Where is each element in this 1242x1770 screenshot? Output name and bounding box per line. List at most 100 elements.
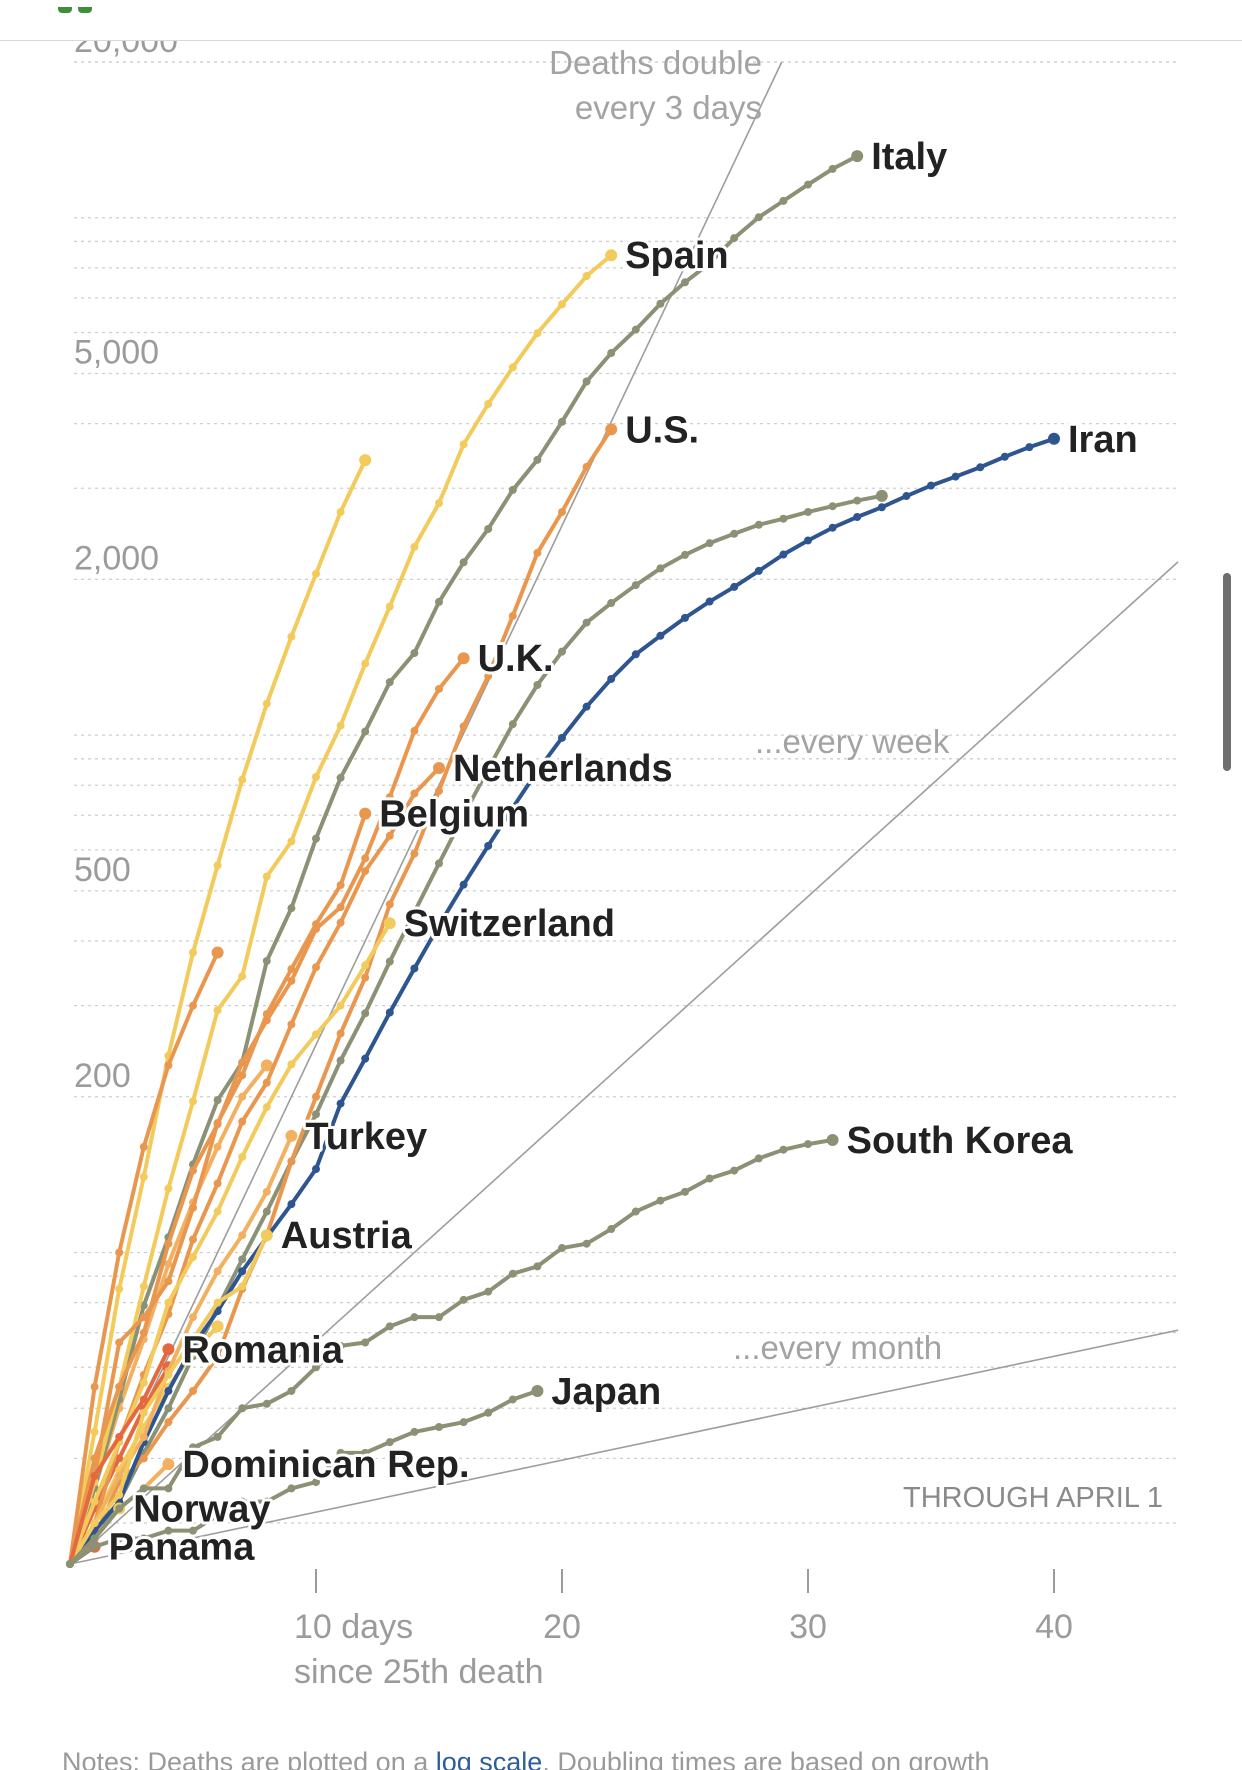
data-point [262, 1010, 271, 1019]
data-point [484, 1408, 493, 1417]
data-point [164, 1386, 173, 1395]
data-point [312, 1363, 320, 1372]
data-point [336, 507, 345, 516]
data-point [189, 1235, 197, 1244]
notes-suffix: . Doubling times are based on growth [542, 1747, 990, 1770]
data-point [508, 803, 517, 812]
data-point [484, 765, 493, 774]
y-tick-label: 5,000 [74, 333, 159, 371]
data-point [164, 1526, 173, 1535]
log-scale-link[interactable]: log scale [435, 1747, 543, 1770]
data-point [336, 881, 345, 890]
data-point [385, 831, 394, 840]
data-point [484, 1287, 493, 1296]
data-point [433, 761, 445, 774]
data-point [607, 1225, 616, 1234]
data-point [851, 150, 864, 163]
data-point [681, 613, 689, 622]
data-point [189, 1335, 197, 1344]
data-point [558, 507, 566, 516]
data-point [90, 1497, 99, 1506]
reference-line [69, 561, 1179, 1565]
data-point [287, 965, 296, 974]
data-point [139, 1142, 148, 1151]
x-axis: 10 days since 25th death 20 30 40 [294, 1569, 1073, 1691]
data-point [656, 564, 665, 573]
data-point [66, 1560, 74, 1568]
data-point [189, 1526, 197, 1535]
data-point [705, 539, 714, 548]
data-point [189, 1203, 197, 1212]
data-point [582, 1239, 591, 1248]
data-point [213, 1006, 222, 1015]
series-line [68, 1137, 835, 1566]
data-point [976, 463, 985, 472]
reference-label: every 3 days [575, 89, 762, 126]
data-point [435, 597, 443, 606]
data-point [361, 659, 370, 668]
y-tick-label: 20,000 [74, 41, 178, 60]
data-point [484, 400, 493, 409]
reference-label: ...every month [733, 1329, 942, 1366]
data-point [435, 859, 443, 868]
data-point [508, 363, 517, 372]
data-point [262, 1497, 271, 1506]
data-point [533, 1262, 542, 1271]
data-point [826, 1133, 839, 1146]
data-point [435, 1313, 443, 1322]
chart-notes: Notes: Deaths are plotted on a log scale… [62, 1742, 1232, 1770]
data-point [262, 1103, 271, 1112]
data-point [139, 1313, 148, 1322]
data-point [312, 772, 320, 781]
data-point [853, 512, 862, 521]
data-point [582, 462, 591, 471]
reference-label: Deaths double [549, 44, 762, 81]
data-point [385, 678, 394, 687]
series-iran [66, 432, 1060, 1568]
data-point [213, 1298, 222, 1307]
data-point [410, 849, 419, 858]
data-point [162, 1458, 175, 1471]
scrollbar-thumb[interactable] [1223, 573, 1231, 771]
data-point [260, 1229, 273, 1242]
data-point [213, 861, 222, 870]
y-axis: 20,000 5,000 2,000 500 200 [74, 41, 178, 1095]
data-point [459, 811, 468, 820]
data-point [605, 423, 618, 436]
data-point [213, 1096, 222, 1105]
data-point [779, 514, 788, 523]
y-tick-label: 2,000 [74, 539, 159, 577]
data-point [631, 581, 640, 590]
data-point [681, 550, 689, 559]
data-point [410, 964, 419, 973]
data-point [656, 1196, 665, 1205]
data-point [238, 1058, 247, 1067]
data-point [385, 1008, 394, 1017]
data-point [312, 1165, 320, 1174]
data-point [164, 1277, 173, 1286]
data-point [607, 599, 616, 608]
series-labels: Italy Spain U.S. Iran U.K. NetherlandsBelgium… [106, 133, 1141, 1572]
data-point [312, 569, 320, 578]
data-point [213, 1307, 222, 1316]
through-date-annotation: THROUGH APRIL 1 [903, 1482, 1163, 1514]
data-point [435, 1422, 443, 1431]
data-point [779, 550, 788, 559]
data-point [189, 1166, 197, 1175]
data-point [533, 329, 542, 338]
data-point [238, 1071, 247, 1080]
data-point [139, 1328, 148, 1337]
data-point [139, 1484, 148, 1493]
chart-grid [74, 61, 1178, 1524]
data-point [385, 900, 394, 909]
data-point [459, 722, 468, 731]
data-point [804, 507, 812, 516]
data-point [435, 786, 443, 795]
data-point [681, 1187, 689, 1196]
brand-mark-icon [58, 0, 98, 13]
data-point [213, 1511, 222, 1520]
data-point [754, 1154, 763, 1163]
data-point [336, 1029, 345, 1038]
series-label: Romania [182, 1329, 343, 1371]
data-point [211, 1320, 224, 1333]
